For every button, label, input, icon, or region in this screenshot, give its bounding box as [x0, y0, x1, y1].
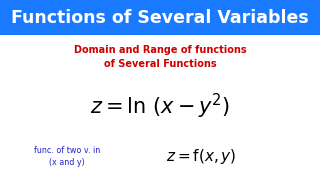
Text: $z = \mathrm{f}(x, y)$: $z = \mathrm{f}(x, y)$ — [166, 147, 237, 166]
Text: func. of two v. in
(x and y): func. of two v. in (x and y) — [34, 146, 100, 167]
Text: Domain and Range of functions
of Several Functions: Domain and Range of functions of Several… — [74, 45, 246, 69]
Text: $z = \ln\,(x - y^{2})$: $z = \ln\,(x - y^{2})$ — [90, 92, 230, 121]
Text: Functions of Several Variables: Functions of Several Variables — [11, 8, 309, 27]
Bar — [0, 0, 320, 35]
